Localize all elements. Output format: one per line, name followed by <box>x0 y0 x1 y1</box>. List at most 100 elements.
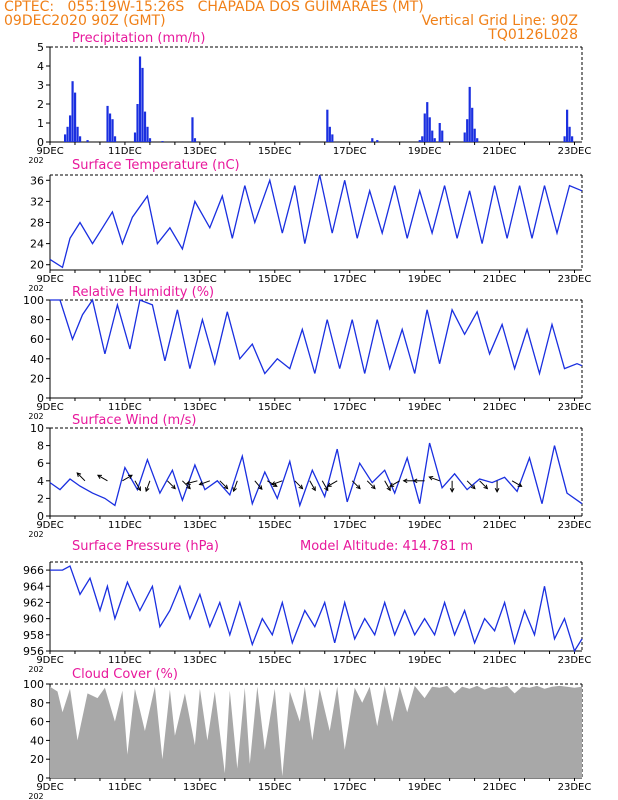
panel-relative-humidity <box>46 298 583 401</box>
precip-bar <box>468 86 471 142</box>
precip-bar <box>571 136 574 142</box>
x-tick-label: 9DEC <box>36 782 63 793</box>
y-tick-label: 0 <box>37 510 44 523</box>
y-tick-label: 8 <box>37 440 44 453</box>
panel-title: Surface Temperature (nC) <box>72 158 240 173</box>
y-tick-label: 1 <box>37 117 44 130</box>
wind-arrow <box>479 480 488 489</box>
y-tick-label: 20 <box>30 259 44 272</box>
wind-arrow-head <box>232 487 237 493</box>
wind-arrow <box>384 480 391 491</box>
wind-arrow-head <box>127 474 133 479</box>
precip-bar <box>466 119 469 142</box>
precip-bar <box>193 138 197 142</box>
x-tick-label: 21DEC <box>483 274 517 285</box>
precip-bar <box>473 128 476 142</box>
y-tick-label: 964 <box>23 580 44 593</box>
wind-arrow <box>97 474 108 482</box>
wind-arrow <box>309 480 316 491</box>
y-tick-label: 40 <box>30 734 44 747</box>
precip-bar <box>148 138 152 142</box>
x-tick-label: 15DEC <box>258 274 292 285</box>
wind-arrow-head <box>311 486 316 492</box>
y-tick-label: 0 <box>37 772 44 785</box>
precip-bar <box>111 119 114 142</box>
header-run-date: 09DEC2020 90Z (GMT) <box>4 13 166 29</box>
wind-arrow <box>145 480 151 492</box>
wind-arrow-head <box>185 480 191 486</box>
x-tick-label: 11DEC <box>108 402 142 413</box>
precip-bar <box>141 67 144 142</box>
precip-bar <box>63 134 67 142</box>
x-tick-label: 19DEC <box>408 655 442 666</box>
x-tick-label: 9DEC <box>36 655 63 666</box>
precip-bar <box>421 136 424 142</box>
wind-arrow-head <box>386 486 391 492</box>
x-tick-label: 19DEC <box>408 782 442 793</box>
x-tick-label: 13DEC <box>183 146 217 157</box>
wind-arrow <box>134 480 141 491</box>
precip-bar <box>136 104 139 142</box>
precip-bar <box>108 113 112 142</box>
panel-title: Cloud Cover (%) <box>72 667 178 682</box>
precip-bar <box>86 140 89 142</box>
panel-surface-temperature <box>46 174 583 273</box>
panel-surface-pressure <box>46 561 583 654</box>
wind-arrow <box>219 480 228 489</box>
header-grid-line: Vertical Grid Line: 90Z <box>421 13 578 29</box>
y-tick-label: 4 <box>37 475 44 488</box>
precip-bar <box>68 115 72 142</box>
panel-precipitation-(mm/h) <box>46 46 583 145</box>
precip-bar <box>106 105 109 142</box>
year-label: 202 <box>28 412 43 421</box>
wind-arrow-head <box>324 486 329 492</box>
precip-bar <box>113 136 117 142</box>
wind-arrow-head <box>412 478 418 484</box>
header-model-code: TQ0126L028 <box>488 27 578 43</box>
year-label: 202 <box>28 156 43 165</box>
y-tick-label: 80 <box>30 697 44 710</box>
precip-bar <box>431 130 434 142</box>
y-tick-label: 80 <box>30 314 44 327</box>
wind-arrow-head <box>483 484 489 490</box>
x-tick-label: 13DEC <box>183 655 217 666</box>
precip-bar <box>143 111 147 142</box>
year-label: 202 <box>28 792 43 800</box>
panel-title: Surface Pressure (hPa) <box>72 539 219 554</box>
precip-bar <box>326 109 329 142</box>
wind-arrow-head <box>389 482 395 487</box>
wind-arrow <box>429 476 440 482</box>
wind-arrow-head <box>186 484 191 490</box>
x-tick-label: 17DEC <box>333 782 367 793</box>
precip-bar <box>133 132 137 142</box>
wind-arrow <box>167 480 176 489</box>
wind-arrow <box>182 480 191 489</box>
x-tick-label: 15DEC <box>258 782 292 793</box>
precip-bar <box>78 136 82 142</box>
x-tick-label: 17DEC <box>333 402 367 413</box>
x-tick-label: 23DEC <box>558 274 592 285</box>
panel-cloud-cover <box>46 683 583 781</box>
wind-arrow <box>122 474 133 482</box>
wind-arrow-head <box>76 472 82 478</box>
precip-bar <box>566 109 569 142</box>
precip-bar <box>423 113 426 142</box>
x-tick-label: 17DEC <box>333 274 367 285</box>
y-tick-label: 100 <box>23 678 44 691</box>
precip-bar <box>471 107 474 142</box>
precip-bar <box>418 140 421 142</box>
x-tick-label: 11DEC <box>108 782 142 793</box>
wind-arrow-head <box>136 486 141 492</box>
x-tick-label: 9DEC <box>36 402 63 413</box>
wind-arrow <box>199 480 211 486</box>
wind-arrow <box>186 480 198 485</box>
x-tick-label: 21DEC <box>483 655 517 666</box>
y-tick-label: 36 <box>30 174 44 187</box>
series-line <box>50 565 583 653</box>
x-tick-label: 13DEC <box>183 520 217 531</box>
y-tick-label: 4 <box>37 60 44 73</box>
x-tick-label: 9DEC <box>36 274 63 285</box>
y-tick-label: 956 <box>23 645 44 658</box>
y-tick-label: 0 <box>37 136 44 149</box>
x-tick-label: 15DEC <box>258 402 292 413</box>
